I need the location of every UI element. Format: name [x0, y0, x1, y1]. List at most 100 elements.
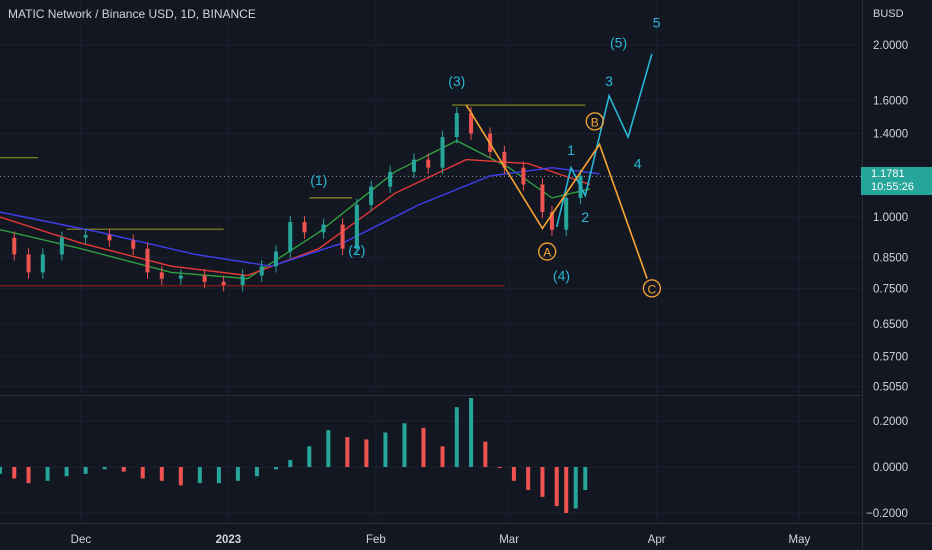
candle-body: [521, 167, 526, 185]
oscillator-bar: [273, 467, 278, 470]
y-tick-label: 0.6500: [873, 319, 908, 331]
wave-path-1: [465, 104, 648, 279]
x-tick-label: Dec: [71, 534, 92, 546]
candle-body: [454, 113, 459, 138]
candle-body: [273, 251, 278, 267]
y-tick-label: 1.6000: [873, 95, 908, 107]
x-tick-label: Mar: [499, 534, 519, 546]
candle-body: [26, 254, 31, 273]
y-tick-label: 0.8500: [873, 252, 908, 264]
candle-body: [240, 275, 245, 286]
oscillator-bar: [526, 467, 531, 490]
candle-body: [40, 254, 45, 273]
candle-body: [178, 275, 183, 279]
y-tick-label: 1.0000: [873, 212, 908, 224]
oscillator-bar: [307, 446, 312, 467]
candle-body: [259, 266, 264, 276]
candle-body: [302, 222, 307, 233]
osc-tick-label: 0.0000: [873, 462, 908, 474]
candle-body: [340, 224, 345, 249]
wave-label-circle: [642, 279, 662, 298]
last-price-value: 1.1781: [871, 168, 905, 180]
oscillator-bar: [26, 467, 31, 484]
candle-body: [440, 137, 445, 168]
x-tick-label: Apr: [648, 534, 666, 546]
candle-body: [540, 184, 545, 213]
wave-label: 4: [634, 156, 642, 172]
wave-label-circle: [538, 242, 557, 261]
oscillator-bar: [216, 467, 221, 484]
candle-body: [388, 171, 393, 187]
wave-label: (5): [610, 35, 627, 51]
oscillator-bar: [288, 460, 293, 467]
oscillator-bar: [573, 467, 578, 509]
candle-body: [107, 235, 112, 241]
wave-label: B: [591, 115, 599, 129]
oscillator-bar: [440, 446, 445, 467]
oscillator-bar: [564, 467, 569, 513]
candle-body: [12, 237, 17, 255]
oscillator-bar: [326, 430, 331, 467]
oscillator-bar: [364, 439, 369, 467]
oscillator-bar: [383, 432, 388, 467]
oscillator-bar: [583, 467, 588, 490]
oscillator-bar: [140, 467, 145, 479]
oscillator-bar: [0, 467, 2, 474]
candle-body: [549, 212, 554, 230]
oscillator-bar: [511, 467, 516, 481]
candle-body: [411, 159, 416, 172]
oscillator-bar: [454, 407, 459, 467]
wave-label: A: [543, 246, 551, 260]
x-tick-label: May: [789, 534, 811, 546]
oscillator-bar: [197, 467, 202, 484]
oscillator-bar: [102, 467, 107, 470]
candle-body: [221, 281, 226, 286]
candle-body: [83, 235, 88, 238]
candle-body: [202, 275, 207, 282]
osc-tick-label: 0.2000: [873, 416, 908, 428]
y-tick-label: 2.0000: [873, 40, 908, 52]
last-price-countdown: 10:55:26: [871, 181, 914, 193]
oscillator-bar: [402, 423, 407, 467]
oscillator-bar: [497, 467, 502, 468]
y-tick-label: 1.4000: [873, 129, 908, 141]
oscillator-bar: [554, 467, 559, 507]
oscillator-bar: [254, 467, 259, 477]
oscillator-bar: [45, 467, 50, 481]
candle-body: [469, 113, 474, 134]
wave-label: (4): [553, 267, 570, 283]
oscillator-bar: [483, 441, 488, 467]
currency-label: BUSD: [873, 8, 904, 20]
chart-title: MATIC Network / Binance USD, 1D, BINANCE: [8, 7, 256, 21]
moving-average-1: [0, 158, 591, 277]
y-tick-label: 0.7500: [873, 283, 908, 295]
x-tick-label: Feb: [366, 534, 386, 546]
candle-body: [564, 197, 569, 230]
wave-label: 2: [581, 209, 589, 225]
y-tick-label: 0.5700: [873, 351, 908, 363]
oscillator-bar: [178, 467, 183, 486]
wave-label: 3: [605, 73, 613, 89]
oscillator-bar: [12, 467, 17, 479]
osc-tick-label: −0.2000: [866, 508, 908, 520]
x-tick-label: 2023: [216, 534, 242, 546]
oscillator-bar: [83, 467, 88, 474]
candle-body: [288, 222, 293, 252]
oscillator-bar: [421, 427, 426, 467]
oscillator-bar: [235, 467, 240, 481]
oscillator-bar: [121, 467, 126, 472]
oscillator-bar: [64, 467, 69, 477]
candle-body: [426, 159, 431, 168]
candle-body: [354, 204, 359, 249]
wave-label: 5: [653, 14, 661, 30]
wave-label: C: [648, 282, 657, 296]
candle-body: [369, 186, 374, 205]
candle-body: [502, 151, 507, 168]
candle-body: [321, 224, 326, 233]
candle-body: [59, 237, 64, 255]
wave-label-circle: [585, 112, 604, 131]
oscillator-bar: [345, 437, 350, 467]
oscillator-bar: [159, 467, 164, 481]
